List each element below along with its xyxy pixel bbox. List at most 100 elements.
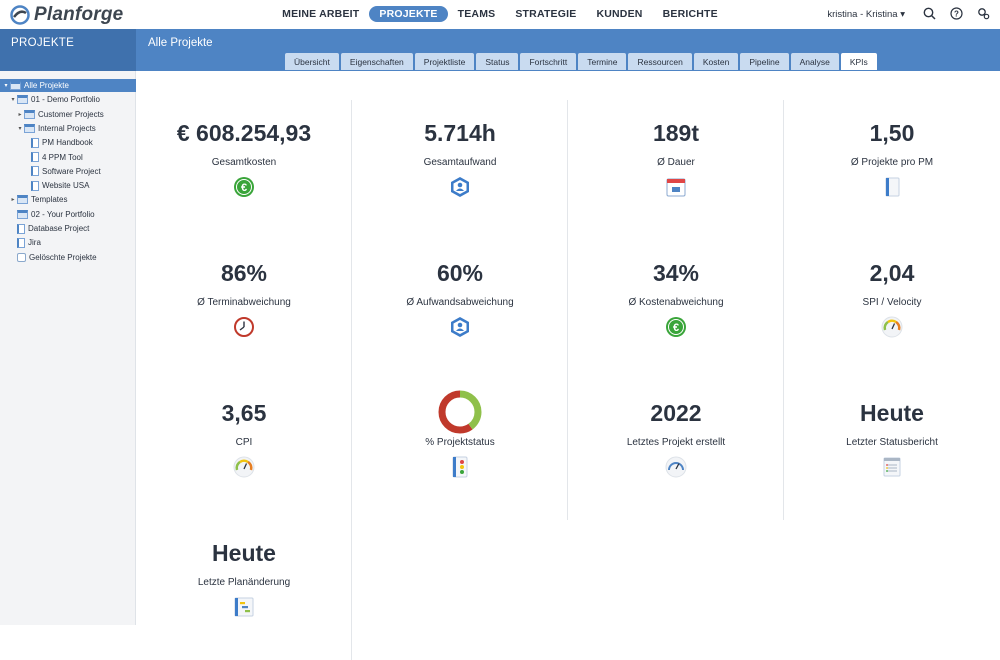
portfolio-icon bbox=[17, 209, 28, 219]
kpi-card[interactable]: € 608.254,93 Gesamtkosten € bbox=[136, 100, 352, 240]
search-icon[interactable] bbox=[923, 7, 936, 20]
project-icon bbox=[31, 180, 39, 191]
tab-kpis[interactable]: KPIs bbox=[840, 53, 877, 70]
kpi-card[interactable]: 5.714h Gesamtaufwand bbox=[352, 100, 568, 240]
expand-toggle-icon[interactable]: ▾ bbox=[4, 83, 8, 89]
project-status-donut bbox=[438, 390, 482, 439]
project-icon bbox=[31, 152, 39, 162]
kpi-card[interactable]: 189t Ø Dauer bbox=[568, 100, 784, 240]
tree-item-label: 4 PPM Tool bbox=[42, 152, 83, 162]
help-icon[interactable]: ? bbox=[950, 7, 963, 20]
kpi-value: € 608.254,93 bbox=[176, 120, 312, 146]
speedometer-icon bbox=[664, 455, 688, 479]
kpi-label: Letzter Statusbericht bbox=[846, 437, 938, 448]
kpi-label: Gesamtaufwand bbox=[423, 157, 497, 168]
tree-item[interactable]: Database Project bbox=[9, 222, 89, 235]
brand-logo[interactable]: Planforge bbox=[10, 4, 123, 26]
portfolio-icon bbox=[10, 81, 21, 90]
tab-termine[interactable]: Termine bbox=[578, 53, 627, 70]
tab-status[interactable]: Status bbox=[476, 53, 519, 70]
portfolio-icon bbox=[17, 195, 28, 205]
trash-icon bbox=[17, 252, 26, 262]
tree-item[interactable]: Gelöschte Projekte bbox=[9, 251, 97, 264]
kpi-card[interactable]: 1,50 Ø Projekte pro PM bbox=[784, 100, 1000, 240]
tree-item[interactable]: Website USA bbox=[23, 179, 89, 192]
kpi-card[interactable]: 3,65 CPI bbox=[136, 380, 352, 520]
alarm-clock-icon bbox=[232, 315, 256, 339]
kpi-card[interactable]: 2022 Letztes Projekt erstellt bbox=[568, 380, 784, 520]
kpi-card[interactable]: Heute Letzte Planänderung bbox=[136, 520, 352, 660]
tab-übersicht[interactable]: Übersicht bbox=[285, 53, 339, 70]
kpi-card[interactable]: % Projektstatus bbox=[352, 380, 568, 520]
nav-item-projekte[interactable]: PROJEKTE bbox=[369, 6, 448, 22]
tree-item[interactable]: Software Project bbox=[23, 165, 101, 178]
expand-toggle-icon[interactable]: ▸ bbox=[11, 197, 15, 204]
project-icon bbox=[31, 137, 39, 148]
kpi-value: 1,50 bbox=[869, 120, 915, 146]
tab-ressourcen[interactable]: Ressourcen bbox=[628, 53, 692, 70]
kpi-value: 5.714h bbox=[424, 120, 496, 146]
kpi-card[interactable]: 86% Ø Terminabweichung bbox=[136, 240, 352, 380]
tree-item[interactable]: Jira bbox=[9, 236, 41, 249]
kpi-label: Letzte Planänderung bbox=[197, 577, 291, 588]
nav-item-meine-arbeit[interactable]: MEINE ARBEIT bbox=[282, 8, 360, 20]
settings-icon[interactable] bbox=[977, 7, 990, 20]
tree-item[interactable]: ▾ Alle Projekte bbox=[0, 79, 136, 92]
nav-item-kunden[interactable]: KUNDEN bbox=[596, 8, 643, 20]
top-icons: ? bbox=[923, 7, 990, 20]
kpi-value: 2022 bbox=[650, 400, 702, 426]
kpi-label: SPI / Velocity bbox=[862, 297, 922, 308]
kpi-value: 2,04 bbox=[869, 260, 915, 286]
tab-bar: Übersicht Eigenschaften Projektliste Status… bbox=[285, 53, 877, 70]
kpi-value: 86% bbox=[220, 260, 268, 286]
expand-toggle-icon[interactable]: ▸ bbox=[18, 111, 22, 118]
tree-item-label: 01 - Demo Portfolio bbox=[31, 95, 100, 105]
kpi-label: % Projektstatus bbox=[425, 437, 495, 448]
tree-item[interactable]: ▸ Templates bbox=[9, 193, 67, 206]
kpi-value: Heute bbox=[212, 540, 276, 566]
nav-item-strategie[interactable]: STRATEGIE bbox=[515, 8, 577, 20]
kpi-label: Letztes Projekt erstellt bbox=[626, 437, 726, 448]
nav-item-teams[interactable]: TEAMS bbox=[457, 8, 496, 20]
tree-item-label: Internal Projects bbox=[38, 123, 96, 133]
top-bar: Planforge MEINE ARBEIT PROJEKTE TEAMS STRAT… bbox=[0, 0, 1000, 29]
tree-item[interactable]: 4 PPM Tool bbox=[23, 151, 83, 164]
kpi-card[interactable]: 34% Ø Kostenabweichung € bbox=[568, 240, 784, 380]
tree-item[interactable]: ▾ Internal Projects bbox=[16, 122, 96, 135]
svg-text:€: € bbox=[241, 182, 247, 194]
tab-projektliste[interactable]: Projektliste bbox=[414, 53, 475, 70]
tab-fortschritt[interactable]: Fortschritt bbox=[520, 53, 577, 70]
tree-item-label: Templates bbox=[31, 195, 68, 205]
kpi-card[interactable]: 60% Ø Aufwandsabweichung bbox=[352, 240, 568, 380]
tab-analyse[interactable]: Analyse bbox=[790, 53, 839, 70]
euro-coin-green-icon: € bbox=[232, 175, 256, 199]
tree-item-label: Jira bbox=[28, 238, 41, 248]
portfolio-icon bbox=[24, 109, 35, 119]
project-icon bbox=[31, 166, 39, 177]
tree-item[interactable]: 02 - Your Portfolio bbox=[9, 208, 95, 221]
gauge-icon bbox=[880, 315, 904, 339]
tab-pipeline[interactable]: Pipeline bbox=[740, 53, 789, 70]
kpi-value: 3,65 bbox=[221, 400, 267, 426]
kpi-value: 189t bbox=[652, 120, 700, 146]
portfolio-icon bbox=[17, 95, 28, 105]
tree-item[interactable]: ▾ 01 - Demo Portfolio bbox=[9, 93, 100, 106]
tab-eigenschaften[interactable]: Eigenschaften bbox=[340, 53, 413, 70]
expand-toggle-icon[interactable]: ▾ bbox=[18, 125, 22, 132]
kpi-card[interactable]: 2,04 SPI / Velocity bbox=[784, 240, 1000, 380]
user-menu[interactable]: kristina - Kristina ▾ bbox=[827, 9, 905, 20]
nav-item-berichte[interactable]: BERICHTE bbox=[662, 8, 718, 20]
kpi-label: Gesamtkosten bbox=[211, 157, 277, 168]
tab-kosten[interactable]: Kosten bbox=[693, 53, 739, 70]
kpi-value: 34% bbox=[652, 260, 700, 286]
tree-item-label: Customer Projects bbox=[38, 109, 104, 119]
page-title: Alle Projekte bbox=[148, 37, 213, 49]
tree-item[interactable]: PM Handbook bbox=[23, 136, 93, 149]
section-header bbox=[0, 29, 136, 71]
kpi-card[interactable]: Heute Letzter Statusbericht bbox=[784, 380, 1000, 520]
tree-item[interactable]: ▸ Customer Projects bbox=[16, 108, 104, 121]
calendar-icon bbox=[664, 175, 688, 199]
tree-item-label: Gelöschte Projekte bbox=[29, 252, 97, 262]
tree-item-label: Database Project bbox=[28, 224, 90, 233]
expand-toggle-icon[interactable]: ▾ bbox=[11, 97, 15, 104]
